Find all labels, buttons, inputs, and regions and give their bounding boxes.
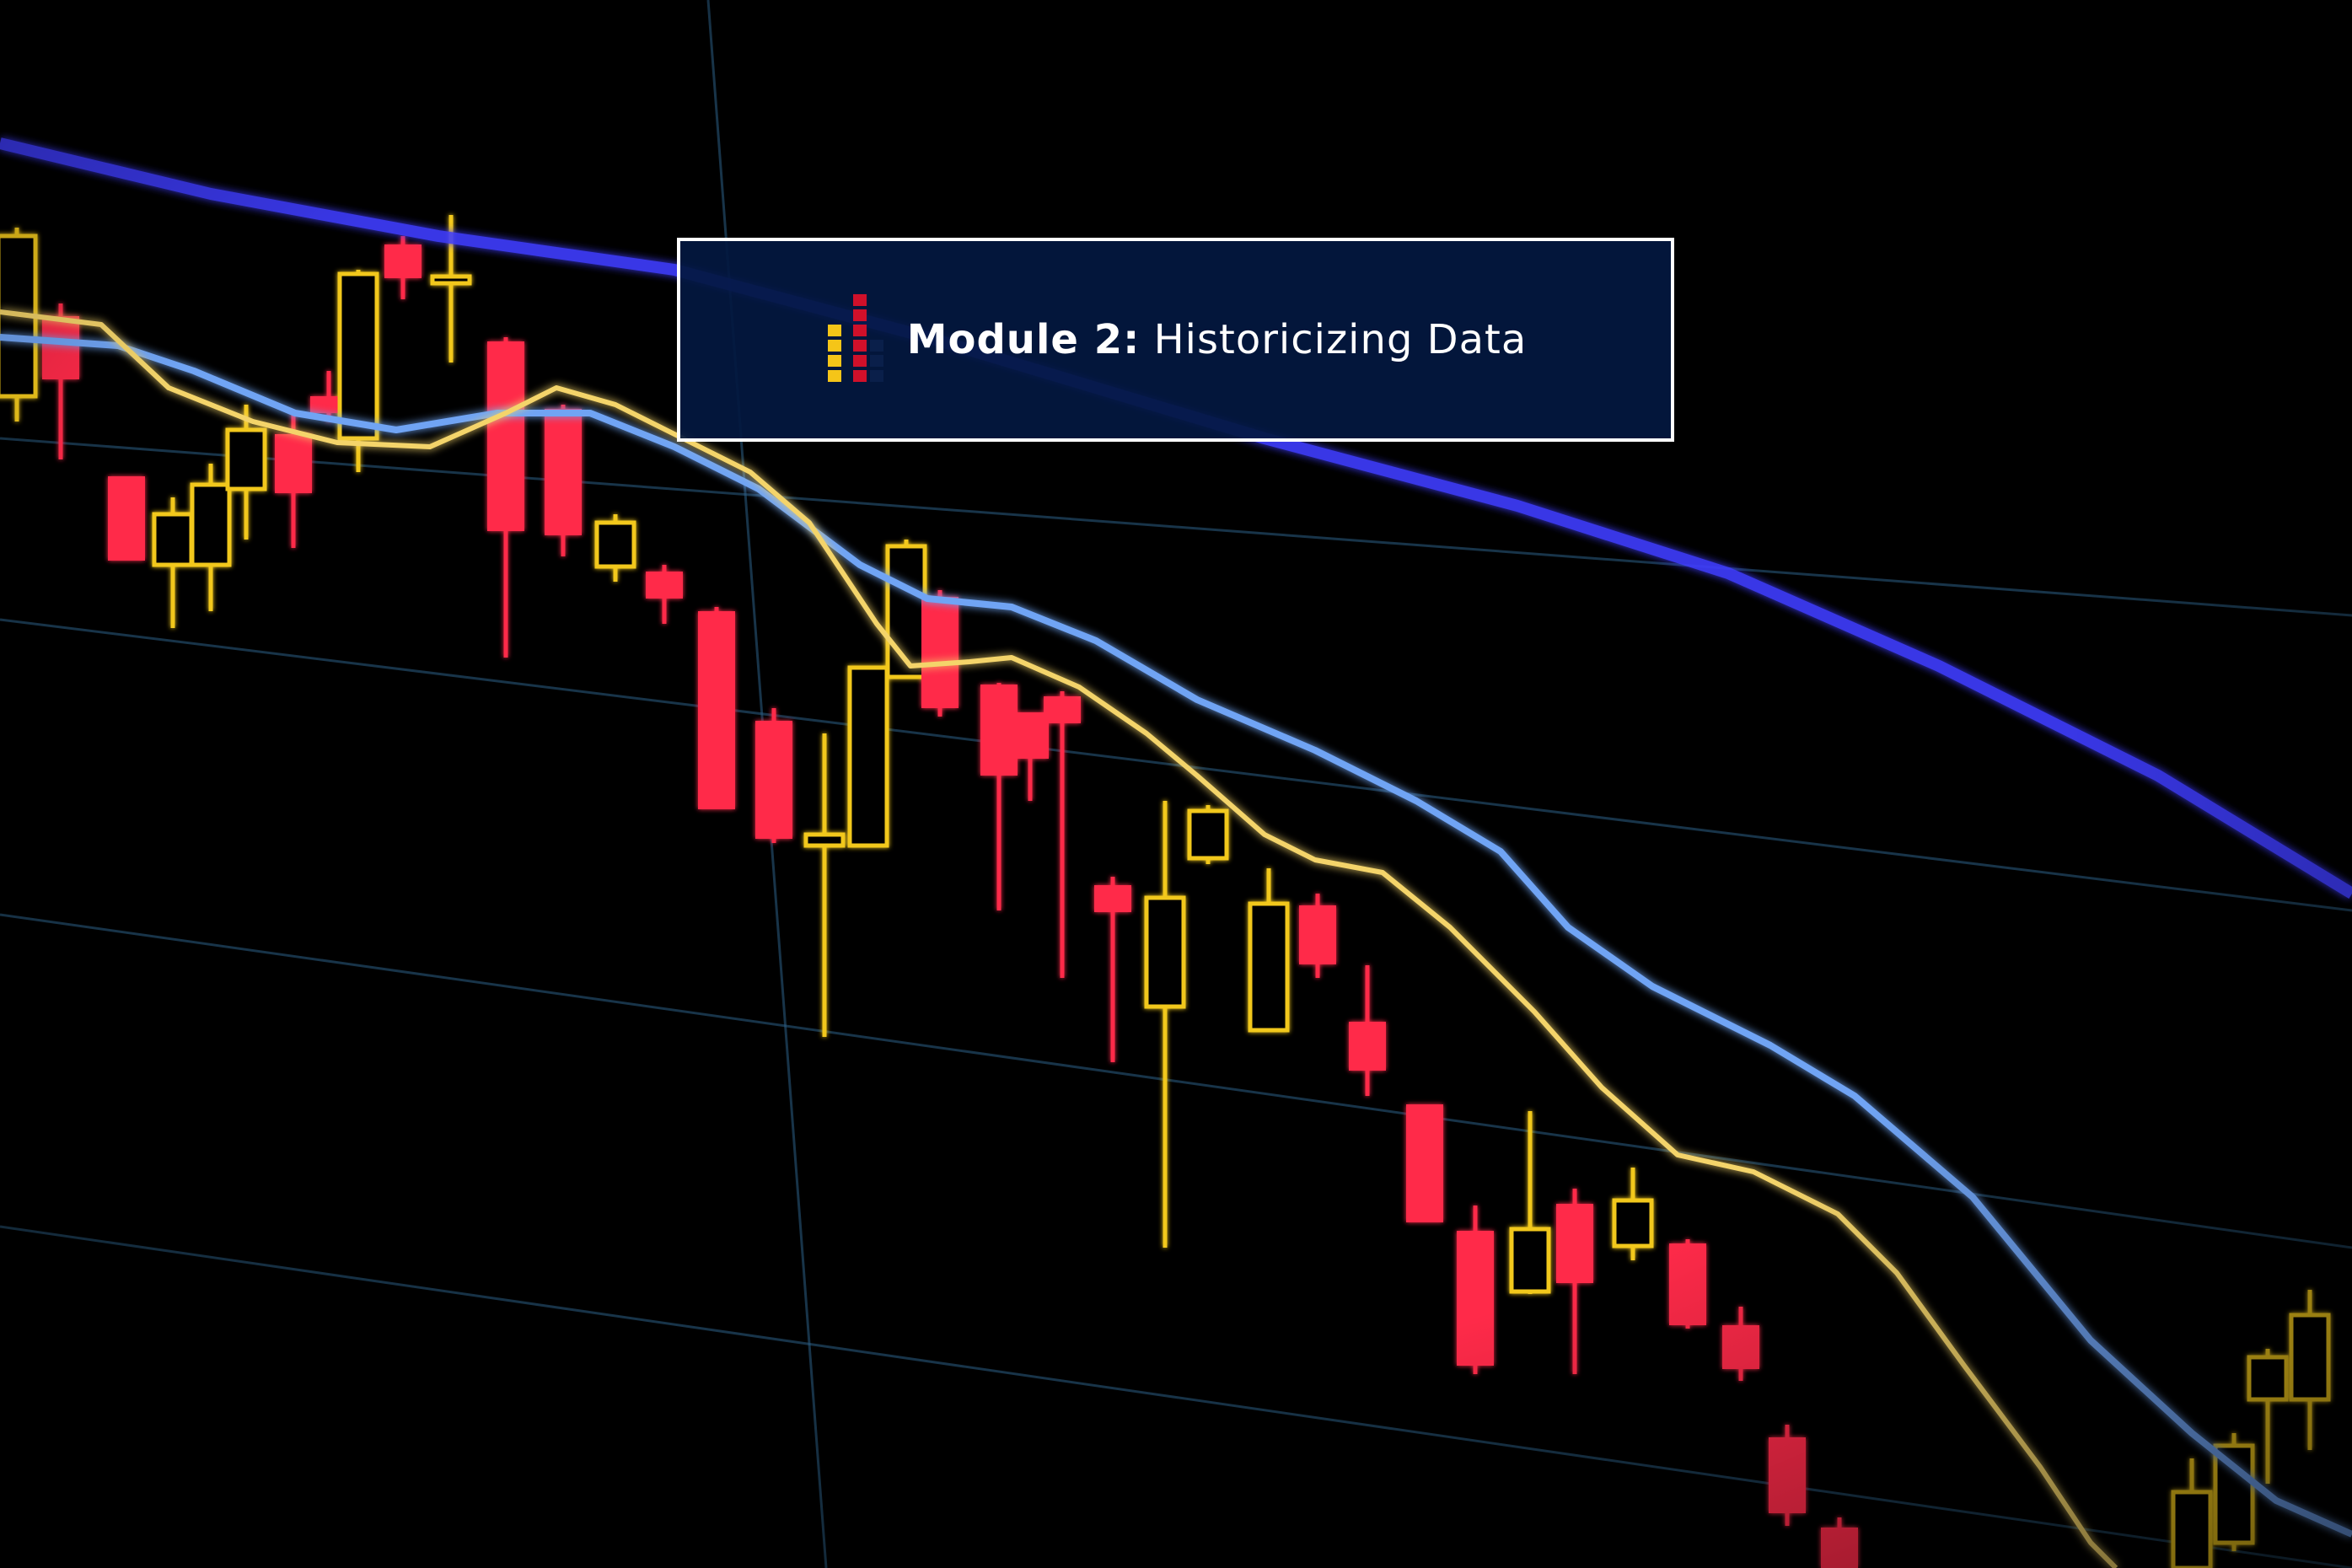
bearish-candle — [1669, 1239, 1706, 1329]
bearish-candle — [1457, 1206, 1494, 1374]
module-title-banner: Module 2: Historicizing Data — [677, 238, 1674, 442]
bullish-candle — [1187, 805, 1229, 864]
bearish-candle — [755, 708, 792, 843]
bearish-candle — [545, 405, 582, 556]
bullish-candle — [847, 665, 889, 848]
bearish-candle — [1406, 1104, 1443, 1222]
banner-heading: Module 2: Historicizing Data — [907, 316, 1528, 363]
bearish-candle — [698, 607, 735, 809]
bullish-candle — [885, 540, 927, 679]
bearish-candle — [921, 590, 959, 717]
bearish-candle — [108, 476, 145, 561]
bullish-candle — [0, 228, 38, 422]
bullish-candle — [2213, 1433, 2255, 1551]
module-number-label: Module 2: — [906, 316, 1141, 363]
bearish-candle — [1769, 1425, 1806, 1526]
module-title: Historicizing Data — [1153, 316, 1528, 363]
bar-chart-icon — [827, 294, 883, 382]
